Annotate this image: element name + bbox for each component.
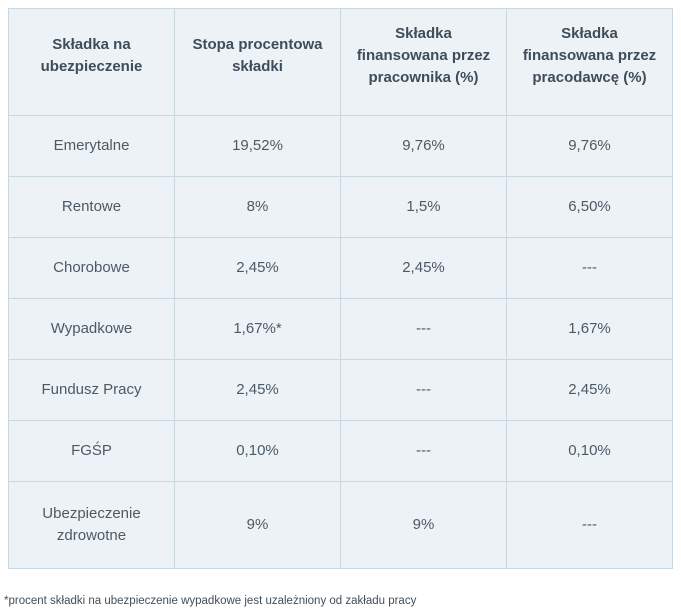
row-label: FGŚP [8,420,175,482]
rate-cell: 19,52% [174,115,341,177]
row-label: Ubezpieczenie zdrowotne [8,481,175,569]
row-label: Fundusz Pracy [8,359,175,421]
column-header-employee-share: Składka finansowana przez pracownika (%) [340,8,507,116]
employee-cell: --- [340,420,507,482]
table-row-wypadkowe: Wypadkowe 1,67%* --- 1,67% [8,298,673,360]
employer-cell: 2,45% [506,359,673,421]
employer-cell: 0,10% [506,420,673,482]
table-header-row: Składka na ubezpieczenie Stopa procentow… [8,8,673,116]
table-row-rentowe: Rentowe 8% 1,5% 6,50% [8,176,673,238]
rate-cell: 2,45% [174,359,341,421]
employer-cell: 1,67% [506,298,673,360]
employee-cell: 2,45% [340,237,507,299]
employee-cell: 1,5% [340,176,507,238]
employee-cell: --- [340,359,507,421]
table-row-chorobowe: Chorobowe 2,45% 2,45% --- [8,237,673,299]
table-row-fundusz-pracy: Fundusz Pracy 2,45% --- 2,45% [8,359,673,421]
contributions-table: Składka na ubezpieczenie Stopa procentow… [8,8,673,569]
column-header-rate: Stopa procentowa składki [174,8,341,116]
table-row-ubezpieczenie-zdrowotne: Ubezpieczenie zdrowotne 9% 9% --- [8,481,673,569]
column-header-insurance-type: Składka na ubezpieczenie [8,8,175,116]
employee-cell: 9% [340,481,507,569]
table-row-emerytalne: Emerytalne 19,52% 9,76% 9,76% [8,115,673,177]
rate-cell: 8% [174,176,341,238]
employee-cell: 9,76% [340,115,507,177]
footnote: *procent składki na ubezpieczenie wypadk… [4,595,417,607]
rate-cell: 2,45% [174,237,341,299]
row-label: Rentowe [8,176,175,238]
row-label: Chorobowe [8,237,175,299]
rate-cell: 1,67%* [174,298,341,360]
row-label: Wypadkowe [8,298,175,360]
row-label: Emerytalne [8,115,175,177]
rate-cell: 9% [174,481,341,569]
table-row-fgsp: FGŚP 0,10% --- 0,10% [8,420,673,482]
employer-cell: --- [506,481,673,569]
employer-cell: --- [506,237,673,299]
rate-cell: 0,10% [174,420,341,482]
column-header-employer-share: Składka finansowana przez pracodawcę (%) [506,8,673,116]
employer-cell: 6,50% [506,176,673,238]
employee-cell: --- [340,298,507,360]
employer-cell: 9,76% [506,115,673,177]
